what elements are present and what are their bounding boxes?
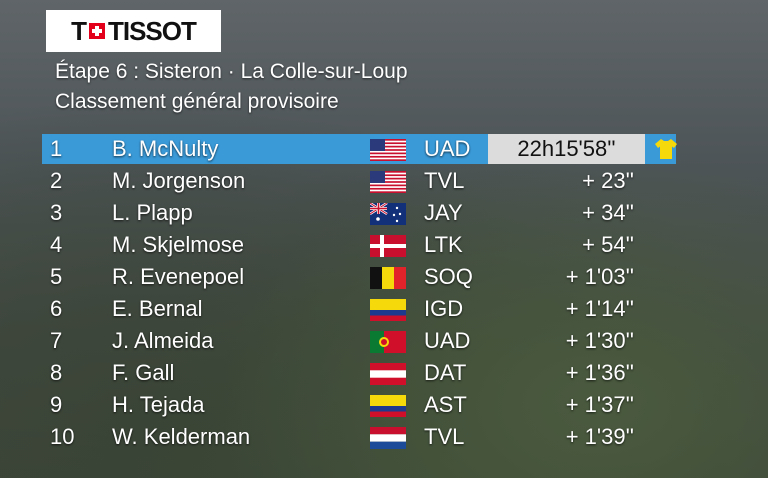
rank: 3 — [50, 200, 63, 225]
standings-row: 2 M. Jorgenson TVL + 23'' — [42, 166, 676, 196]
team-code: DAT — [424, 360, 467, 385]
denmark-flag-icon — [370, 235, 406, 257]
rider-name: F. Gall — [112, 360, 175, 385]
rider-name: H. Tejada — [112, 392, 205, 417]
standings-row: 8 F. Gall DAT + 1'36'' — [42, 358, 676, 388]
rider-name: M. Skjelmose — [112, 232, 245, 257]
time-gap: + 1'03'' — [565, 264, 634, 289]
rank: 1 — [50, 136, 63, 161]
usa-flag-icon — [370, 139, 406, 161]
team-code: UAD — [424, 136, 471, 161]
time-gap: + 1'30'' — [565, 328, 634, 353]
standings-row: 5 R. Evenepoel SOQ + 1'03'' — [42, 262, 676, 292]
rider-name: L. Plapp — [112, 200, 193, 225]
colombia-flag-icon — [370, 395, 406, 417]
standings-row: 1 B. McNulty UAD 22h15'58'' — [42, 134, 678, 164]
standings-row: 4 M. Skjelmose LTK + 54'' — [42, 230, 676, 260]
team-code: LTK — [424, 232, 463, 257]
time-gap: + 23'' — [582, 168, 634, 193]
logo-prefix: T — [71, 15, 87, 46]
rider-name: B. McNulty — [112, 136, 219, 161]
rider-name: J. Almeida — [112, 328, 214, 353]
standings-row: 6 E. Bernal IGD + 1'14'' — [42, 294, 676, 324]
time-gap: + 34'' — [582, 200, 634, 225]
colombia-flag-icon — [370, 299, 406, 321]
rider-name: W. Kelderman — [112, 424, 251, 449]
rank: 10 — [50, 424, 75, 449]
leader-time: 22h15'58'' — [488, 134, 645, 164]
team-code: TVL — [424, 424, 465, 449]
time-gap: + 1'37'' — [565, 392, 634, 417]
classification-title: Classement général provisoire — [55, 90, 339, 113]
netherlands-flag-icon — [370, 427, 406, 449]
team-code: TVL — [424, 168, 465, 193]
rank: 6 — [50, 296, 63, 321]
belgium-flag-icon — [370, 267, 406, 289]
rider-name: R. Evenepoel — [112, 264, 245, 289]
rank: 8 — [50, 360, 63, 385]
standings-row: 10 W. Kelderman TVL + 1'39'' — [42, 422, 676, 452]
rank: 5 — [50, 264, 63, 289]
time-gap: + 54'' — [582, 232, 634, 257]
rank: 4 — [50, 232, 63, 257]
rank: 2 — [50, 168, 63, 193]
standings-row: 7 J. Almeida UAD + 1'30'' — [42, 326, 676, 356]
logo-text: TISSOT — [107, 15, 197, 46]
team-code: AST — [424, 392, 467, 417]
rider-name: M. Jorgenson — [112, 168, 246, 193]
yellow-jersey-icon — [654, 137, 678, 161]
usa-flag-icon — [370, 171, 406, 193]
team-code: UAD — [424, 328, 471, 353]
time-gap: + 1'36'' — [565, 360, 634, 385]
standings-row: 3 L. Plapp JAY + 34'' — [42, 198, 676, 228]
portugal-flag-icon — [370, 331, 406, 353]
team-code: JAY — [424, 200, 463, 225]
rider-name: E. Bernal — [112, 296, 203, 321]
standings-row: 9 H. Tejada AST + 1'37'' — [42, 390, 676, 420]
team-code: IGD — [424, 296, 464, 321]
team-code: SOQ — [424, 264, 473, 289]
rank: 7 — [50, 328, 63, 353]
time-gap: + 1'14'' — [565, 296, 634, 321]
time-gap: + 1'39'' — [565, 424, 634, 449]
australia-flag-icon — [369, 201, 406, 225]
rank: 9 — [50, 392, 63, 417]
stage-title: Étape 6 : Sisteron · La Colle-sur-Loup — [55, 60, 408, 83]
swiss-cross-icon — [88, 23, 105, 39]
austria-flag-icon — [370, 363, 406, 385]
tissot-logo: T TISSOT — [46, 10, 221, 52]
